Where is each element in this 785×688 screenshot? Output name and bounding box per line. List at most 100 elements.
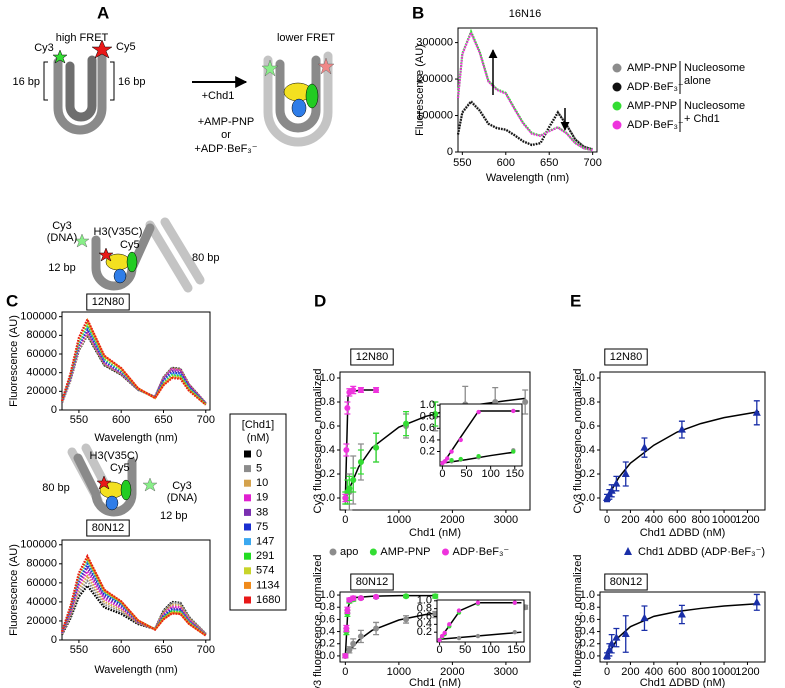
y-tick-label: 100000 (20, 311, 57, 323)
legend-label: apo (340, 546, 358, 558)
point (403, 593, 410, 600)
bracket (43, 61, 115, 101)
y-tick-label: 0.4 (580, 444, 595, 456)
x-tick-label: 2000 (440, 666, 464, 678)
x-tick-label: 0 (342, 666, 348, 678)
y-tick-label: 0.2 (417, 626, 432, 638)
x-tick-label: 600 (497, 157, 515, 169)
x-tick-label: 0 (436, 644, 442, 656)
legend-label: 147 (256, 536, 274, 548)
x-tick-label: 600 (668, 514, 686, 526)
y-axis-label: Cy3 fluorescence, normalized (312, 369, 324, 514)
chart-title: 12N80 (356, 351, 388, 363)
legend-marker (329, 548, 337, 556)
y-tick-label: 0.6 (580, 420, 595, 432)
dna (65, 55, 97, 122)
legend-label: Chd1 ΔDBD (ADP·BeF₃⁻) (638, 546, 765, 558)
point (373, 593, 380, 600)
chd1 (113, 268, 127, 284)
cy3-star (142, 477, 158, 492)
legend-marker (244, 581, 251, 589)
point (512, 629, 517, 635)
plot-frame (61, 539, 211, 641)
chart-title: 80N12 (356, 576, 388, 588)
y-tick-label: 0.4 (580, 625, 595, 637)
point (403, 420, 410, 427)
point (342, 495, 349, 501)
legend-marker (612, 63, 622, 73)
point (403, 616, 410, 623)
legend-marker (244, 552, 251, 560)
chd1 (120, 479, 132, 501)
point (350, 640, 357, 647)
x-tick-label: 1000 (387, 666, 411, 678)
legend-group-label: Nucleosome (684, 100, 745, 112)
y-tick-label: 0.6 (417, 610, 432, 622)
panel-label: B (412, 3, 424, 22)
point (350, 387, 357, 393)
cy3-star (52, 49, 68, 64)
y-tick-label: 0.6 (580, 613, 595, 625)
label: 16 bp (118, 76, 146, 88)
spectrum-line (60, 316, 207, 406)
x-tick-label: 3000 (494, 514, 518, 526)
label: Cy5 (120, 239, 140, 251)
y-axis-label: Fluorescence (AU) (8, 544, 20, 636)
point (350, 595, 357, 602)
spectrum-line (60, 561, 207, 636)
label: 16 bp (12, 76, 40, 88)
point (373, 444, 380, 451)
label: +ADP·BeF₃⁻ (194, 143, 257, 155)
legend-group-label: + Chd1 (684, 113, 720, 125)
legend-label: 19 (256, 492, 268, 504)
legend-marker (612, 82, 622, 92)
point (607, 639, 616, 647)
panel-label: D (314, 291, 326, 310)
cy5-star (96, 475, 112, 490)
point (432, 593, 439, 600)
x-tick-label: 550 (453, 157, 471, 169)
dna (73, 453, 137, 517)
dna (91, 223, 155, 291)
point (357, 633, 364, 640)
chart-title: 16N16 (509, 8, 541, 20)
y-tick-label: 0.0 (580, 492, 595, 504)
y-tick-label: 80000 (26, 558, 57, 570)
cy5-star (317, 57, 335, 75)
legend-marker (244, 479, 251, 487)
legend-label: 291 (256, 550, 274, 562)
y-axis-label: Cy3 fluorescence, normalized (312, 555, 324, 688)
point (458, 456, 463, 462)
legend-label: AMP-PNP (627, 100, 677, 112)
y-tick-label: 80000 (26, 329, 57, 341)
title-box (86, 293, 130, 311)
label: 80 bp (42, 482, 70, 494)
dna (53, 53, 107, 135)
spectrum-line (456, 29, 593, 152)
y-axis-label: Cy3 fluorescence, normalized (572, 369, 584, 514)
panel-label: A (97, 3, 109, 22)
point (350, 477, 357, 483)
legend-marker (624, 547, 632, 555)
point (677, 425, 686, 433)
legend-label: ADP·BeF₃⁻ (627, 119, 684, 131)
cy3-star (261, 59, 279, 77)
x-tick-label: 400 (645, 514, 663, 526)
legend-label: 1134 (256, 579, 280, 591)
point (344, 405, 351, 411)
point (442, 630, 447, 636)
y-tick-label: 1.0 (420, 399, 435, 411)
x-tick-label: 700 (197, 644, 215, 656)
point (442, 459, 448, 464)
label: 80 bp (192, 252, 220, 264)
x-tick-label: 600 (668, 666, 686, 678)
point (475, 600, 481, 605)
point (373, 387, 380, 393)
x-tick-label: 650 (540, 157, 558, 169)
y-tick-label: 20000 (26, 615, 57, 627)
point (357, 459, 364, 465)
x-tick-label: 600 (112, 644, 130, 656)
chart-title: 80N12 (92, 522, 124, 534)
y-tick-label: 0.2 (580, 638, 595, 650)
x-tick-label: 650 (154, 644, 172, 656)
